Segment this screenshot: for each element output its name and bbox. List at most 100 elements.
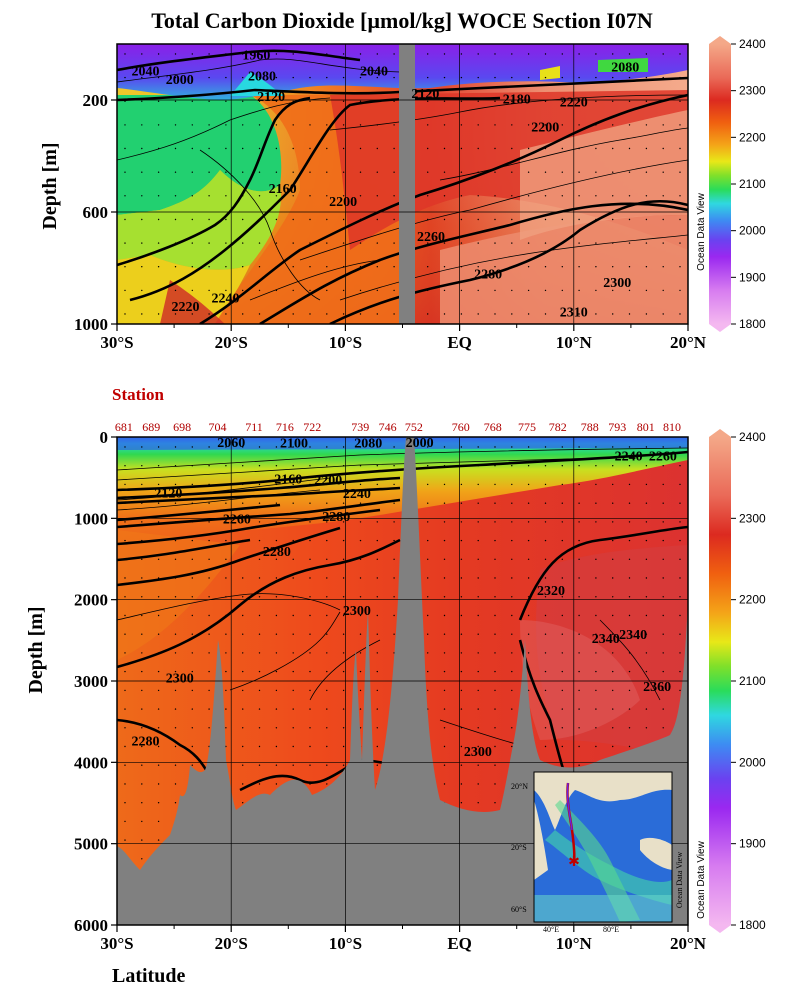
sample-dot xyxy=(309,53,311,55)
inset-odv-label: Ocean Data View xyxy=(675,852,684,908)
sample-dot xyxy=(595,727,597,729)
sample-dot xyxy=(645,521,648,523)
sample-dot xyxy=(141,218,143,221)
sample-dot xyxy=(208,446,210,448)
sample-dot xyxy=(225,446,227,448)
sample-dot xyxy=(662,727,664,729)
sample-dot xyxy=(427,76,429,79)
sample-dot xyxy=(645,727,648,729)
inset-star-icon: ✱ xyxy=(568,855,580,870)
sample-dot xyxy=(326,313,328,315)
sample-dot xyxy=(174,633,177,635)
contour-label: 2200 xyxy=(531,121,559,136)
sample-dot xyxy=(544,147,547,150)
sample-dot xyxy=(443,745,446,748)
sample-dot xyxy=(477,76,479,79)
sample-dot xyxy=(561,446,563,448)
sample-dot xyxy=(544,124,547,126)
sample-dot xyxy=(527,171,530,173)
station-label: 698 xyxy=(173,420,191,434)
sample-dot xyxy=(174,764,177,766)
sample-dot xyxy=(275,313,278,315)
sample-dot xyxy=(208,670,210,673)
sample-dot xyxy=(578,577,580,579)
sample-dot xyxy=(225,124,227,126)
sample-dot xyxy=(191,171,193,173)
sample-dot xyxy=(124,745,126,748)
sample-dot xyxy=(645,446,648,448)
sample-dot xyxy=(645,614,648,617)
sample-dot xyxy=(157,652,160,654)
sample-dot xyxy=(511,670,513,673)
sample-dot xyxy=(443,100,446,103)
sample-dot xyxy=(376,502,378,504)
sample-dot xyxy=(242,633,244,635)
sample-dot xyxy=(141,558,143,560)
sample-dot xyxy=(326,147,328,150)
sample-dot xyxy=(628,558,631,560)
sample-dot xyxy=(443,783,446,785)
station-label: 722 xyxy=(303,420,321,434)
sample-dot xyxy=(662,670,664,673)
sample-dot xyxy=(242,124,244,126)
contour-label: 2080 xyxy=(354,437,382,452)
sample-dot xyxy=(561,670,563,673)
sample-dot xyxy=(393,633,395,635)
sample-dot xyxy=(460,171,463,173)
sample-dot xyxy=(578,539,580,542)
sample-dot xyxy=(242,708,244,710)
sample-dot xyxy=(258,596,261,598)
sample-dot xyxy=(679,483,681,486)
sample-dot xyxy=(342,745,345,748)
sample-dot xyxy=(275,652,278,654)
sample-dot xyxy=(376,596,378,598)
sample-dot xyxy=(258,313,261,315)
sample-dot xyxy=(645,171,648,173)
sample-dot xyxy=(342,670,345,673)
sample-dot xyxy=(359,539,362,542)
sample-dot xyxy=(511,689,513,692)
sample-dot xyxy=(628,195,631,197)
sample-dot xyxy=(191,76,193,79)
sample-dot xyxy=(527,218,530,221)
contour-label: 2260 xyxy=(649,450,677,465)
sample-dot xyxy=(628,266,631,268)
sample-dot xyxy=(679,633,681,635)
sample-dot xyxy=(393,195,395,197)
x-tick-label: 20°N xyxy=(670,934,707,953)
sample-dot xyxy=(662,652,664,654)
sample-dot xyxy=(612,266,614,268)
sample-dot xyxy=(141,446,143,448)
contour-label: 2320 xyxy=(537,584,565,599)
sample-dot xyxy=(292,670,294,673)
sample-dot xyxy=(275,558,278,560)
sample-dot xyxy=(376,171,378,173)
sample-dot xyxy=(292,745,294,748)
sample-dot xyxy=(141,465,143,467)
sample-dot xyxy=(443,195,446,197)
sample-dot xyxy=(578,483,580,486)
upper-sample-dots xyxy=(124,53,681,315)
contour-label: 1960 xyxy=(242,49,270,64)
sample-dot xyxy=(376,558,378,560)
sample-dot xyxy=(595,558,597,560)
lower-2340-core xyxy=(520,620,640,740)
sample-dot xyxy=(595,76,597,79)
sample-dot xyxy=(460,266,463,268)
sample-dot xyxy=(342,633,345,635)
sample-dot xyxy=(561,171,563,173)
sample-dot xyxy=(124,313,126,315)
sample-dot xyxy=(460,313,463,315)
sample-dot xyxy=(208,558,210,560)
sample-dot xyxy=(544,539,547,542)
sample-dot xyxy=(477,652,479,654)
sample-dot xyxy=(191,708,193,710)
sample-dot xyxy=(477,465,479,467)
sample-dot xyxy=(242,53,244,55)
sample-dot xyxy=(679,313,681,315)
sample-dot xyxy=(477,764,479,766)
sample-dot xyxy=(578,727,580,729)
sample-dot xyxy=(141,839,143,841)
sample-dot xyxy=(561,483,563,486)
